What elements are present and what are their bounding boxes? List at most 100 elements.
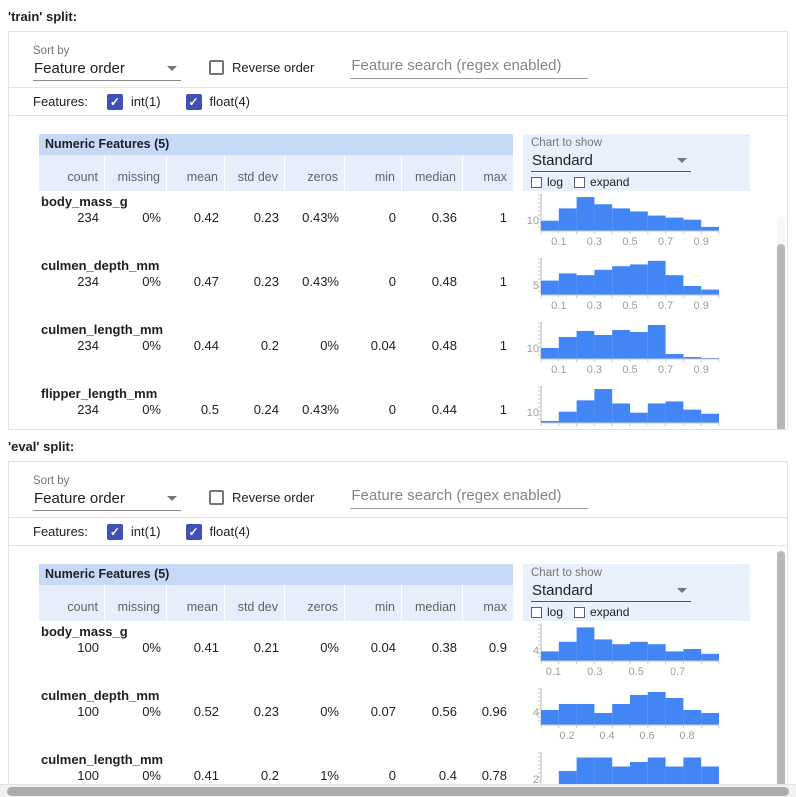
float-label: float(4) <box>209 524 251 539</box>
stat-value: 0.23 <box>253 274 279 289</box>
chart-to-show-select[interactable]: Standard <box>531 581 691 602</box>
vertical-scrollbar[interactable] <box>777 216 785 429</box>
feature-name: culmen_depth_mm <box>41 688 160 703</box>
stat-value: 100 <box>77 704 99 719</box>
feature-name: culmen_depth_mm <box>41 258 160 273</box>
x-axis-tick-label: 0.9 <box>693 300 709 312</box>
filter-int[interactable]: ✓ int(1) <box>106 523 161 540</box>
eval-split-label: 'eval' split: <box>8 439 75 454</box>
histogram-plot <box>538 386 720 426</box>
vertical-scrollbar-thumb[interactable] <box>777 551 785 797</box>
feature-name: body_mass_g <box>41 624 128 639</box>
x-axis-tick-label: 0.8 <box>679 730 695 742</box>
feature-search-input[interactable] <box>350 55 589 79</box>
stat-value: 234 <box>77 210 99 225</box>
stat-value: 0% <box>320 640 339 655</box>
stat-value: 0.43% <box>302 402 339 417</box>
histograms: 4 0.1 0.3 0.5 0.7 4 0.2 0.4 0.6 0.8 2 <box>523 621 755 797</box>
column-header: zeros <box>285 585 345 621</box>
histogram-culmen_depth_mm: 5 0.1 0.3 0.5 0.7 0.9 <box>523 255 755 319</box>
log-checkbox[interactable] <box>531 176 542 188</box>
feature-row: culmen_length_mm 234 0% 0.44 0.2 0% 0.04 0.48 1 <box>39 319 513 383</box>
feature-row: body_mass_g 100 0% 0.41 0.21 0% 0.04 0.38 0.9 <box>39 621 513 685</box>
stat-value: 0.44 <box>431 402 457 417</box>
histogram-culmen_length_mm: 10 0.1 0.3 0.5 0.7 0.9 <box>523 319 755 383</box>
stat-value: 0.44 <box>193 338 219 353</box>
x-axis-tick-label: 0.1 <box>545 666 562 678</box>
stat-value: 0.2 <box>260 768 279 783</box>
sort-by-select[interactable]: Feature order <box>33 489 181 511</box>
sort-by-select[interactable]: Feature order <box>33 59 181 81</box>
column-header: mean <box>167 155 225 191</box>
column-header: zeros <box>285 155 345 191</box>
filter-float[interactable]: ✓ float(4) <box>185 523 251 540</box>
x-axis-tick-label: 0.6 <box>639 730 655 742</box>
stat-value: 234 <box>77 274 99 289</box>
horizontal-scrollbar-thumb[interactable] <box>7 787 789 796</box>
reverse-order-label: Reverse order <box>232 60 315 75</box>
x-axis-tick-label: 0.7 <box>657 300 674 312</box>
expand-checkbox[interactable] <box>574 606 586 618</box>
stat-value: 0 <box>388 768 396 783</box>
histogram-body_mass_g: 4 0.1 0.3 0.5 0.7 <box>523 621 755 685</box>
stat-value: 100 <box>77 768 99 783</box>
controls-row: Sort by Feature order Reverse order <box>9 462 787 518</box>
chart-to-show-label: Chart to show <box>531 567 602 579</box>
chevron-down-icon <box>677 158 687 163</box>
reverse-order-checkbox[interactable] <box>209 60 224 75</box>
stat-value: 0.24 <box>253 402 279 417</box>
horizontal-scrollbar[interactable] <box>0 784 796 797</box>
column-header: std dev <box>225 155 285 191</box>
chart-to-show-select[interactable]: Standard <box>531 151 691 172</box>
filter-float[interactable]: ✓ float(4) <box>185 93 251 110</box>
vertical-scrollbar[interactable] <box>777 549 785 797</box>
stats-table: Numeric Features (5) count missing mean std… <box>39 564 513 797</box>
y-axis-tick-label: 2 <box>532 774 539 786</box>
feature-stats-row: 100 0% 0.41 0.2 1% 0 0.4 0.78 <box>39 768 513 785</box>
feature-stats-row: 234 0% 0.44 0.2 0% 0.04 0.48 1 <box>39 338 513 355</box>
stat-value: 100 <box>77 640 99 655</box>
feature-stats-row: 234 0% 0.47 0.23 0.43% 0 0.48 1 <box>39 274 513 291</box>
x-axis-tick-label: 0.2 <box>559 730 575 742</box>
histogram-culmen_depth_mm: 4 0.2 0.4 0.6 0.8 <box>523 685 755 749</box>
table-body: body_mass_g 234 0% 0.42 0.23 0.43% 0 0.36 1 cul… <box>39 191 513 429</box>
expand-checkbox[interactable] <box>574 176 586 188</box>
vertical-scrollbar-thumb[interactable] <box>777 244 785 429</box>
x-axis-tick-label: 0.5 <box>622 236 638 248</box>
filter-int[interactable]: ✓ int(1) <box>106 93 161 110</box>
reverse-order-label: Reverse order <box>232 490 315 505</box>
int-checkbox[interactable]: ✓ <box>106 523 123 540</box>
reverse-order-checkbox[interactable] <box>209 490 224 505</box>
features-label: Features: <box>33 524 88 539</box>
log-checkbox[interactable] <box>531 606 542 618</box>
int-checkbox[interactable]: ✓ <box>106 93 123 110</box>
x-axis-tick-label: 0.5 <box>622 300 638 312</box>
y-axis-tick-label: 10 <box>526 343 539 355</box>
x-axis-tick-label: 0.1 <box>551 364 567 376</box>
chart-options: log expand <box>531 605 742 619</box>
stat-value: 0% <box>142 402 161 417</box>
table-body: body_mass_g 100 0% 0.41 0.21 0% 0.04 0.38 0.9 c… <box>39 621 513 797</box>
feature-search-input[interactable] <box>350 485 589 509</box>
float-label: float(4) <box>209 94 251 109</box>
reverse-order-control[interactable]: Reverse order <box>209 490 314 505</box>
sort-by-value: Feature order <box>34 60 125 77</box>
stat-value: 1 <box>499 210 507 225</box>
float-checkbox[interactable]: ✓ <box>185 93 202 110</box>
reverse-order-control[interactable]: Reverse order <box>209 60 314 75</box>
int-label: int(1) <box>130 94 161 109</box>
column-header: min <box>345 155 402 191</box>
charts-column: Chart to show Standard log expand 10 0.1 0… <box>523 134 755 429</box>
stat-value: 0.42 <box>193 210 219 225</box>
stat-value: 0.21 <box>253 640 279 655</box>
stat-value: 0.96 <box>481 704 507 719</box>
chart-controls: Chart to show Standard log expand <box>523 564 750 621</box>
feature-row: culmen_depth_mm 100 0% 0.52 0.23 0% 0.07 0.56 0… <box>39 685 513 749</box>
x-axis-tick-label: 0.5 <box>628 666 644 678</box>
feature-name: flipper_length_mm <box>41 386 158 401</box>
float-checkbox[interactable]: ✓ <box>185 523 202 540</box>
stat-value: 1% <box>320 768 339 783</box>
charts-column: Chart to show Standard log expand 4 0.1 0.… <box>523 564 755 797</box>
feature-row: flipper_length_mm 234 0% 0.5 0.24 0.43% 0 0.44… <box>39 383 513 429</box>
sort-by-control: Sort by Feature order <box>33 475 181 511</box>
